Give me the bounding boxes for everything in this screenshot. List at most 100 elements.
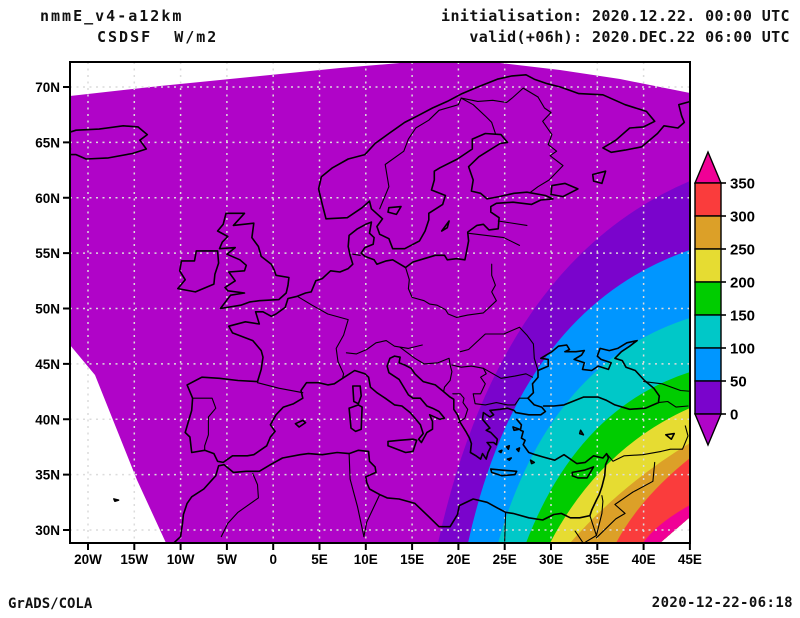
lon-label: 25E [493, 552, 517, 567]
coastline-path [578, 429, 585, 436]
radiation-bands [438, 181, 690, 543]
lat-label: 65N [35, 135, 60, 150]
border-path [631, 461, 656, 493]
colorbar-tick-label: 350 [730, 176, 755, 193]
border-path [504, 511, 507, 542]
variable-label: CSDSF W/m2 [97, 28, 219, 46]
lon-label: 40E [632, 552, 656, 567]
coastline-path [352, 385, 362, 405]
colorbar-tick-label: 100 [730, 341, 755, 358]
coastline-path [216, 212, 290, 310]
coastline-path [515, 447, 521, 453]
border-path [459, 326, 539, 372]
border-path [363, 494, 381, 538]
lon-label: 35E [585, 552, 609, 567]
colorbar-tick-label: 0 [730, 407, 738, 424]
border-path [192, 397, 217, 451]
colorbar-tick-label: 300 [730, 209, 755, 226]
border-path [256, 382, 304, 394]
coastline-path [591, 170, 607, 185]
coastline-path [228, 74, 690, 383]
colorbar-segment [694, 347, 722, 382]
coastline-path [506, 457, 512, 461]
coastline-path [387, 205, 402, 216]
border-path [657, 400, 689, 408]
border-path [643, 381, 690, 392]
colorbar-segment [694, 248, 722, 283]
map-frame [69, 61, 691, 544]
colorbar-tick-label: 50 [730, 374, 747, 391]
coastline-path [665, 432, 675, 440]
coastline-path [512, 426, 521, 432]
coastlines [70, 74, 690, 543]
colorbar-tick-label: 150 [730, 308, 755, 325]
coastline-path [348, 404, 363, 433]
lon-label: 10W [167, 552, 195, 567]
lon-label: 5W [217, 552, 238, 567]
lat-label: 30N [35, 523, 60, 538]
lon-label: 15E [400, 552, 424, 567]
coastline-path [70, 125, 149, 160]
initialisation-time-label: initialisation: 2020.12.22. 00:00 UTC [441, 7, 790, 25]
coastline-path [529, 459, 536, 465]
border-path [595, 495, 604, 537]
border-path [482, 367, 534, 379]
lat-label: 60N [35, 191, 60, 206]
grads-credit-label: GrADS/COLA [8, 596, 93, 612]
coastline-path [550, 182, 579, 198]
lat-label: 70N [35, 80, 60, 95]
border-path [530, 96, 564, 193]
coastline-path [177, 250, 220, 293]
border-path [606, 425, 689, 462]
lat-label: 55N [35, 246, 60, 261]
colorbar-segment [694, 215, 722, 250]
border-path [348, 453, 365, 538]
border-path [405, 266, 413, 298]
border-path [352, 253, 361, 256]
lat-label: 35N [35, 468, 60, 483]
coastline-path [505, 445, 511, 450]
lon-label: 0 [269, 552, 277, 567]
border-path [574, 530, 584, 543]
border-path [399, 346, 453, 393]
colorbar-segment [694, 281, 722, 316]
border-path [460, 97, 496, 135]
coastline-path [172, 418, 610, 543]
colorbar-arrow-bottom [693, 413, 723, 447]
border-path [452, 393, 469, 424]
border-path [296, 295, 349, 379]
border-path [451, 364, 529, 406]
colorbar-arrow-top [693, 150, 723, 184]
border-path [467, 232, 521, 246]
colorbar-segment [694, 314, 722, 349]
coastline-path [571, 466, 595, 479]
lat-label: 50N [35, 302, 60, 317]
coastline-path [498, 449, 503, 454]
colorbar-tick-label: 200 [730, 275, 755, 292]
colorbar-tick-label: 250 [730, 242, 755, 259]
coastline-path [387, 438, 418, 454]
coastline-path [490, 468, 518, 477]
lat-label: 40N [35, 412, 60, 427]
coastline-path [294, 419, 307, 428]
lon-label: 10E [354, 552, 378, 567]
lon-label: 30E [539, 552, 563, 567]
lon-label: 20W [74, 552, 102, 567]
lon-label: 45E [678, 552, 702, 567]
model-name-label: nmmE_v4-a12km [40, 7, 184, 25]
latlon-grid [70, 62, 690, 543]
plot-timestamp-label: 2020-12-22-06:18 [651, 595, 793, 611]
lon-label: 5E [311, 552, 328, 567]
axis-ticks [63, 86, 691, 550]
lat-label: 45N [35, 357, 60, 372]
border-path [497, 220, 528, 226]
border-path [345, 340, 423, 355]
coastline-path [113, 498, 120, 502]
border-path [379, 87, 539, 210]
border-path [584, 515, 597, 543]
lon-label: 20E [446, 552, 470, 567]
colorbar-segment [694, 182, 722, 217]
lon-label: 15W [120, 552, 148, 567]
